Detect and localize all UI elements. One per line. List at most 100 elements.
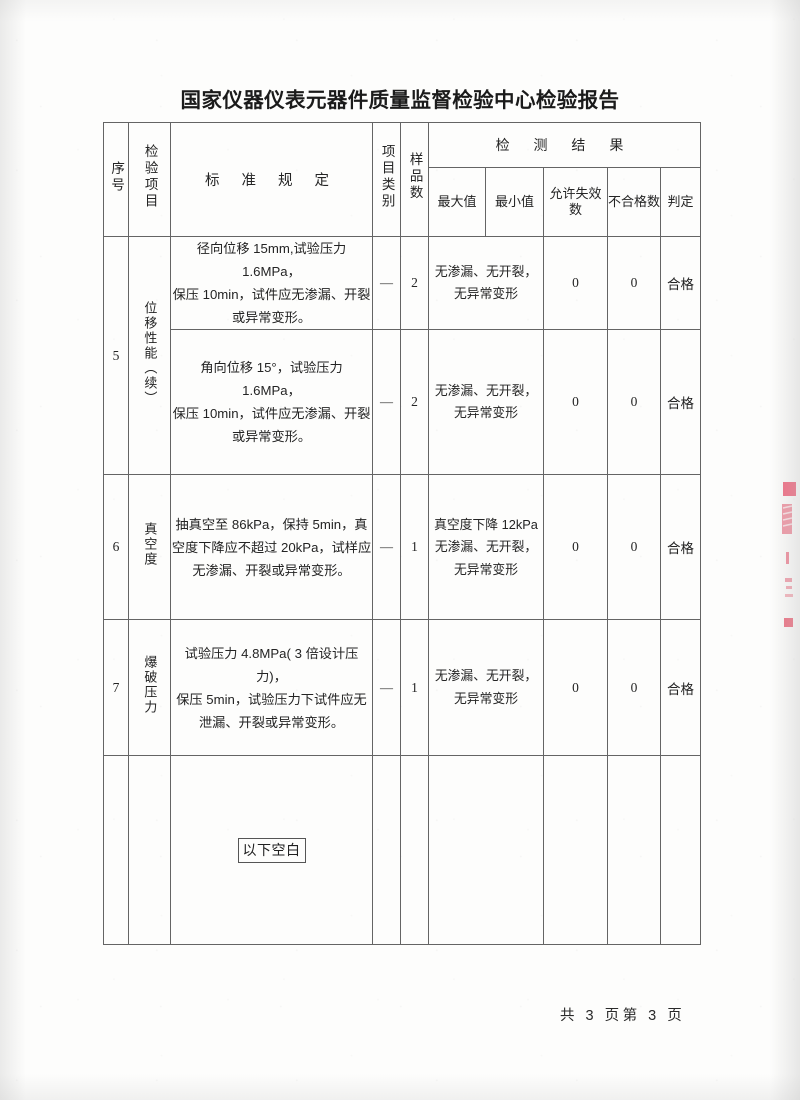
cell-seq: 5 bbox=[103, 235, 129, 476]
col-header-standard: 标 准 规 定 bbox=[170, 122, 373, 237]
cell-sample-count: 2 bbox=[400, 329, 429, 476]
blank-below-marker: 以下空白 bbox=[237, 837, 306, 863]
cell-category-value: — bbox=[380, 679, 393, 695]
result-line: 无渗漏、无开裂， bbox=[434, 382, 538, 398]
cell-seq: 6 bbox=[103, 474, 129, 621]
cell-standard-blank: 以下空白 bbox=[170, 755, 373, 946]
cell-verdict: 合格 bbox=[660, 235, 701, 331]
cell-item-blank bbox=[128, 755, 171, 946]
col-header-max-value: 最大值 bbox=[428, 167, 486, 237]
table-header: 序号 检验项目 标 准 规 定 项目类别 样品数 检 测 结 果 bbox=[103, 122, 701, 237]
result-line: 真空度下降 12kPa bbox=[434, 516, 538, 532]
cell-nonconforming: 0 bbox=[607, 329, 661, 476]
standard-line: 或异常变形。 bbox=[231, 310, 312, 326]
cell-allowed-failures: 0 bbox=[543, 619, 608, 757]
col-header-min-value-label: 最小值 bbox=[494, 193, 534, 209]
standard-line: 泄漏、开裂或异常变形。 bbox=[198, 714, 345, 730]
col-header-allowed-failures: 允许失效数 bbox=[543, 167, 608, 237]
col-header-standard-label: 标 准 规 定 bbox=[204, 173, 339, 189]
cell-item-value: 位移性能（续） bbox=[142, 300, 158, 406]
table-row-blank: 以下空白 bbox=[103, 755, 701, 946]
col-header-nonconforming: 不合格数 bbox=[607, 167, 661, 237]
cell-verdict-value: 合格 bbox=[667, 396, 694, 412]
result-line: 无渗漏、无开裂， bbox=[434, 263, 538, 279]
col-header-seq-label: 序号 bbox=[109, 160, 125, 194]
cell-item: 位移性能（续） bbox=[128, 235, 171, 476]
standard-line: 试验压力 4.8MPa( 3 倍设计压力)， bbox=[184, 645, 359, 684]
col-header-item: 检验项目 bbox=[128, 122, 171, 237]
cell-category: — bbox=[372, 235, 401, 331]
cell-verdict: 合格 bbox=[660, 474, 701, 621]
cell-item-value: 真空度 bbox=[142, 522, 158, 568]
standard-line: 保压 5min，试验压力下试件应无 bbox=[176, 691, 367, 707]
cell-measured-result: 无渗漏、无开裂， 无异常变形 bbox=[428, 235, 544, 331]
cell-category: — bbox=[372, 329, 401, 476]
cell-nonconforming-value: 0 bbox=[630, 539, 638, 555]
cell-standard: 径向位移 15mm,试验压力 1.6MPa， 保压 10min，试件应无渗漏、开… bbox=[170, 235, 373, 331]
cell-category-value: — bbox=[380, 275, 393, 291]
col-header-category: 项目类别 bbox=[372, 122, 401, 237]
col-header-verdict-label: 判定 bbox=[667, 193, 694, 209]
page-number-footer: 共 3 页第 3 页 bbox=[560, 1008, 686, 1024]
cell-nonconforming-blank bbox=[607, 755, 661, 946]
col-header-sample-count: 样品数 bbox=[400, 122, 429, 237]
cell-allowed-failures-value: 0 bbox=[572, 275, 579, 291]
col-header-min-value: 最小值 bbox=[485, 167, 544, 237]
cell-category-value: — bbox=[380, 394, 393, 410]
cell-allowed-failures-value: 0 bbox=[572, 679, 579, 695]
col-header-category-label: 项目类别 bbox=[379, 144, 395, 210]
table-row: 7 爆破压力 试验压力 4.8MPa( 3 倍设计压力)， 保压 5min，试验… bbox=[103, 619, 701, 757]
cell-verdict-value: 合格 bbox=[667, 277, 694, 293]
cell-nonconforming-value: 0 bbox=[630, 275, 638, 291]
cell-sample-count-value: 2 bbox=[411, 275, 418, 291]
cell-seq-blank bbox=[103, 755, 129, 946]
cell-category: — bbox=[372, 474, 401, 621]
cell-sample-count-blank bbox=[400, 755, 429, 946]
result-line: 无异常变形 bbox=[454, 690, 518, 706]
standard-line: 抽真空至 86kPa，保持 5min，真 bbox=[175, 516, 368, 532]
cell-sample-count: 2 bbox=[400, 235, 429, 331]
cell-allowed-failures: 0 bbox=[543, 474, 608, 621]
standard-line: 保压 10min，试件应无渗漏、开裂 bbox=[172, 406, 371, 422]
cell-category: — bbox=[372, 619, 401, 757]
cell-verdict-value: 合格 bbox=[667, 681, 694, 697]
standard-line: 角向位移 15°，试验压力 1.6MPa， bbox=[200, 360, 343, 399]
cell-sample-count-value: 1 bbox=[411, 679, 418, 695]
cell-verdict: 合格 bbox=[660, 619, 701, 757]
cell-allowed-failures: 0 bbox=[543, 329, 608, 476]
cell-allowed-failures-value: 0 bbox=[572, 539, 579, 555]
cell-standard: 试验压力 4.8MPa( 3 倍设计压力)， 保压 5min，试验压力下试件应无… bbox=[170, 619, 373, 757]
col-header-seq: 序号 bbox=[103, 122, 129, 237]
cell-seq: 7 bbox=[103, 619, 129, 757]
col-header-verdict: 判定 bbox=[660, 167, 701, 237]
col-header-result-group: 检 测 结 果 bbox=[428, 122, 701, 168]
cell-nonconforming-value: 0 bbox=[630, 394, 638, 410]
cell-seq-value: 5 bbox=[112, 347, 120, 363]
cell-nonconforming-value: 0 bbox=[630, 679, 638, 695]
result-line: 无渗漏、无开裂， bbox=[434, 668, 538, 684]
cell-category-value: — bbox=[380, 539, 393, 555]
standard-line: 空度下降应不超过 20kPa，试样应 bbox=[171, 539, 372, 555]
page-title: 国家仪器仪表元器件质量监督检验中心检验报告 bbox=[180, 89, 620, 112]
result-line: 无异常变形 bbox=[454, 561, 518, 577]
cell-seq-value: 6 bbox=[112, 539, 120, 555]
cell-verdict-value: 合格 bbox=[667, 541, 694, 557]
table-row: 6 真空度 抽真空至 86kPa，保持 5min，真 空度下降应不超过 20kP… bbox=[103, 474, 701, 621]
col-header-sample-count-label: 样品数 bbox=[407, 152, 423, 202]
header-row-bottom: 最大值 最小值 允许失效数 不合格数 判定 bbox=[104, 167, 701, 237]
table-row: 角向位移 15°，试验压力 1.6MPa， 保压 10min，试件应无渗漏、开裂… bbox=[104, 329, 701, 476]
cell-item: 爆破压力 bbox=[128, 619, 171, 757]
cell-sample-count: 1 bbox=[400, 474, 429, 621]
col-header-nonconforming-label: 不合格数 bbox=[608, 193, 661, 209]
cell-nonconforming: 0 bbox=[607, 474, 661, 621]
col-header-item-label: 检验项目 bbox=[142, 144, 158, 210]
col-header-result-group-label: 检 测 结 果 bbox=[495, 137, 634, 153]
cell-standard: 抽真空至 86kPa，保持 5min，真 空度下降应不超过 20kPa，试样应 … bbox=[170, 474, 373, 621]
result-line: 无渗漏、无开裂， bbox=[434, 539, 538, 555]
table-row: 5 位移性能（续） 径向位移 15mm,试验压力 1.6MPa， 保压 10mi… bbox=[103, 235, 701, 476]
cell-seq-value: 7 bbox=[112, 679, 120, 695]
cell-category-blank bbox=[372, 755, 401, 946]
cell-verdict-blank bbox=[660, 755, 701, 946]
cell-allowed-failures-value: 0 bbox=[572, 394, 579, 410]
